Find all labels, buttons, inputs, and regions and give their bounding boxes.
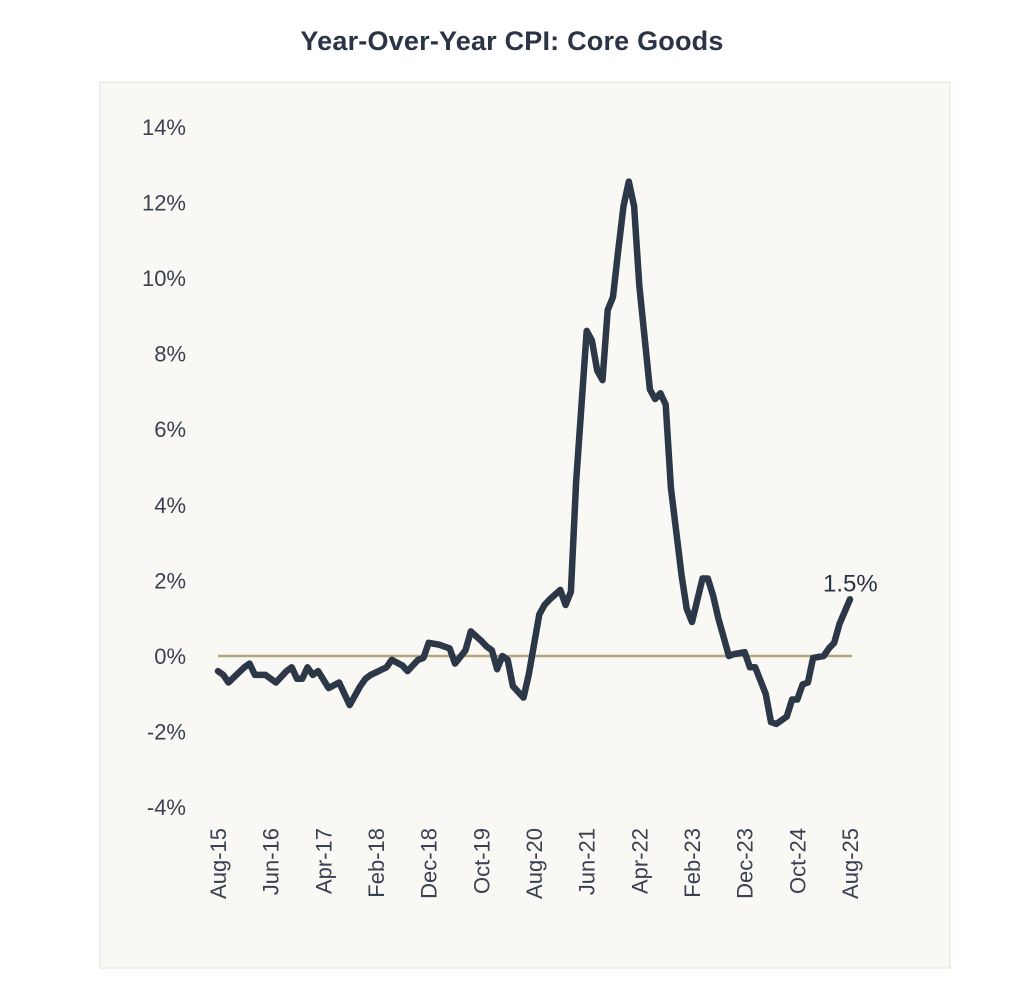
y-tick-label: 14%: [142, 115, 186, 140]
y-tick-label: 12%: [142, 190, 186, 215]
x-tick-label: Jun-16: [259, 828, 284, 895]
y-tick-label: -2%: [147, 720, 186, 745]
x-tick-label: Aug-15: [206, 828, 231, 899]
y-tick-label: 8%: [154, 342, 186, 367]
x-tick-label: Dec-23: [733, 828, 758, 899]
x-tick-label: Oct-24: [785, 828, 810, 894]
y-tick-label: 10%: [142, 266, 186, 291]
y-tick-label: 6%: [154, 417, 186, 442]
x-tick-label: Feb-23: [680, 828, 705, 898]
x-tick-label: Apr-22: [627, 828, 652, 894]
x-tick-label: Aug-25: [838, 828, 863, 899]
last-value-label: 1.5%: [823, 570, 878, 597]
x-tick-label: Feb-18: [364, 828, 389, 898]
x-tick-label: Oct-19: [469, 828, 494, 894]
x-tick-label: Jun-21: [575, 828, 600, 895]
x-tick-label: Aug-20: [522, 828, 547, 899]
y-tick-label: 0%: [154, 644, 186, 669]
data-points: [217, 181, 851, 725]
y-tick-label: -4%: [147, 795, 186, 820]
x-axis: Aug-15 Jun-16 Apr-17 Feb-18 Dec-18 Oct-19 Aug-…: [206, 828, 863, 899]
plot-area: [99, 81, 951, 969]
y-tick-label: 2%: [154, 568, 186, 593]
y-tick-label: 4%: [154, 493, 186, 518]
y-axis: -4% -2% 0% 2% 4% 6% 8% 10% 12% 14%: [142, 115, 186, 820]
x-tick-label: Dec-18: [417, 828, 442, 899]
chart-title: Year-Over-Year CPI: Core Goods: [300, 26, 724, 56]
x-tick-label: Apr-17: [311, 828, 336, 894]
